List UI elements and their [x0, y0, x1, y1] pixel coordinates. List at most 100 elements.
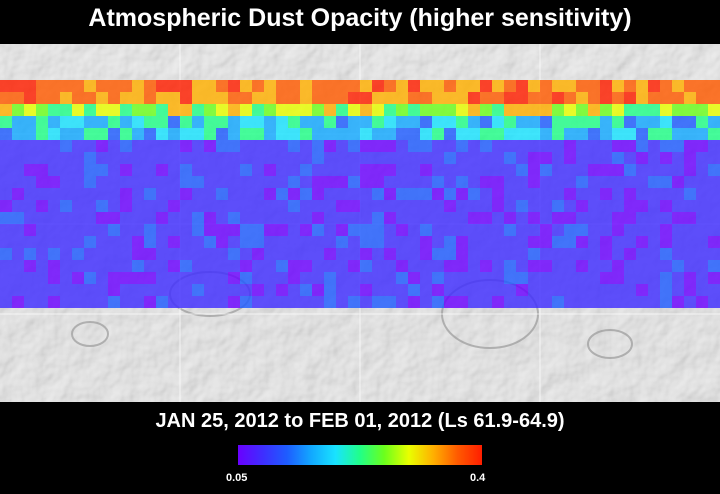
dust-cell — [276, 176, 288, 188]
dust-cell — [684, 104, 696, 116]
dust-cell — [288, 236, 300, 248]
dust-cell — [132, 200, 144, 212]
dust-cell — [156, 272, 168, 284]
dust-cell — [384, 200, 396, 212]
dust-cell — [588, 116, 600, 128]
dust-cell — [324, 224, 336, 236]
dust-cell — [696, 200, 708, 212]
dust-cell — [108, 236, 120, 248]
dust-cell — [144, 272, 156, 284]
dust-cell — [516, 164, 528, 176]
dust-cell — [24, 128, 36, 140]
dust-cell — [672, 188, 684, 200]
dust-cell — [288, 200, 300, 212]
dust-cell — [180, 176, 192, 188]
dust-cell — [144, 284, 156, 296]
dust-cell — [12, 248, 24, 260]
dust-cell — [180, 296, 192, 308]
dust-cell — [624, 236, 636, 248]
map-title: Atmospheric Dust Opacity (higher sensiti… — [88, 4, 632, 32]
dust-cell — [372, 284, 384, 296]
dust-cell — [228, 212, 240, 224]
dust-cell — [324, 176, 336, 188]
dust-cell — [84, 272, 96, 284]
dust-cell — [564, 212, 576, 224]
dust-cell — [204, 116, 216, 128]
dust-cell — [612, 296, 624, 308]
dust-cell — [144, 200, 156, 212]
dust-cell — [480, 80, 492, 92]
dust-cell — [636, 92, 648, 104]
dust-cell — [120, 200, 132, 212]
dust-cell — [204, 260, 216, 272]
dust-cell — [288, 92, 300, 104]
dust-cell — [72, 284, 84, 296]
dust-cell — [24, 272, 36, 284]
dust-cell — [228, 200, 240, 212]
dust-cell — [672, 248, 684, 260]
dust-cell — [708, 224, 720, 236]
dust-cell — [360, 140, 372, 152]
dust-cell — [384, 140, 396, 152]
dust-cell — [252, 80, 264, 92]
dust-cell — [72, 152, 84, 164]
dust-cell — [480, 272, 492, 284]
dust-cell — [156, 188, 168, 200]
dust-cell — [528, 80, 540, 92]
dust-cell — [636, 212, 648, 224]
dust-cell — [456, 272, 468, 284]
dust-cell — [240, 248, 252, 260]
dust-cell — [336, 104, 348, 116]
dust-cell — [384, 176, 396, 188]
dust-cell — [36, 152, 48, 164]
dust-cell — [600, 116, 612, 128]
dust-cell — [132, 188, 144, 200]
dust-cell — [600, 212, 612, 224]
dust-cell — [288, 140, 300, 152]
dust-cell — [120, 224, 132, 236]
dust-cell — [660, 116, 672, 128]
dust-cell — [84, 176, 96, 188]
dust-cell — [108, 80, 120, 92]
dust-cell — [204, 128, 216, 140]
dust-cell — [288, 212, 300, 224]
dust-cell — [180, 248, 192, 260]
dust-cell — [624, 212, 636, 224]
dust-cell — [228, 104, 240, 116]
dust-cell — [456, 116, 468, 128]
dust-cell — [684, 188, 696, 200]
dust-cell — [528, 116, 540, 128]
dust-cell — [576, 260, 588, 272]
dust-cell — [696, 92, 708, 104]
dust-cell — [432, 296, 444, 308]
dust-cell — [504, 272, 516, 284]
dust-cell — [576, 200, 588, 212]
dust-cell — [108, 224, 120, 236]
dust-cell — [564, 176, 576, 188]
dust-cell — [564, 164, 576, 176]
dust-cell — [348, 272, 360, 284]
dust-cell — [504, 128, 516, 140]
dust-cell — [504, 236, 516, 248]
dust-cell — [696, 152, 708, 164]
dust-cell — [384, 212, 396, 224]
dust-cell — [684, 128, 696, 140]
dust-cell — [300, 176, 312, 188]
dust-cell — [444, 212, 456, 224]
dust-cell — [312, 248, 324, 260]
dust-cell — [252, 248, 264, 260]
dust-cell — [156, 212, 168, 224]
dust-cell — [444, 284, 456, 296]
mars-map-svg — [0, 44, 720, 402]
dust-cell — [468, 284, 480, 296]
dust-cell — [564, 248, 576, 260]
dust-cell — [516, 200, 528, 212]
dust-cell — [204, 224, 216, 236]
dust-cell — [540, 296, 552, 308]
dust-cell — [120, 140, 132, 152]
dust-cell — [180, 164, 192, 176]
dust-cell — [648, 116, 660, 128]
dust-cell — [132, 92, 144, 104]
dust-cell — [636, 284, 648, 296]
dust-cell — [468, 224, 480, 236]
